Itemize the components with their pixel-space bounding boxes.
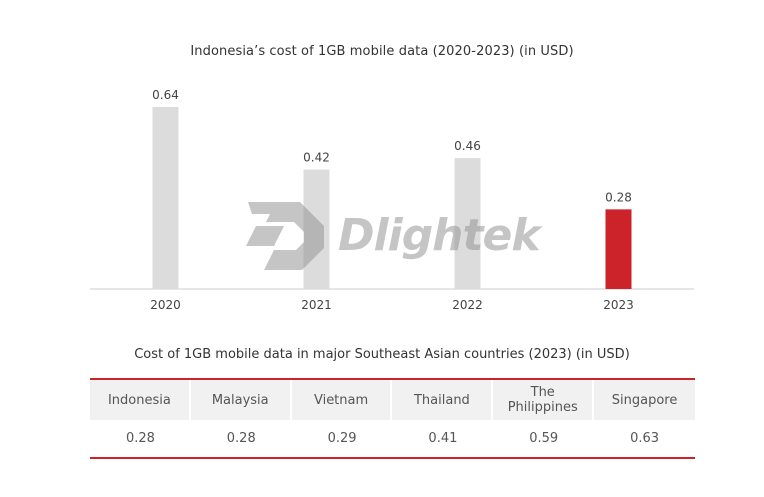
table-row: 0.28 0.28 0.29 0.41 0.59 0.63	[90, 420, 695, 457]
x-tick-label-2022: 2022	[452, 298, 483, 312]
x-tick-label-2021: 2021	[301, 298, 332, 312]
bar-2023	[605, 209, 632, 289]
table-title: Cost of 1GB mobile data in major Southea…	[134, 347, 630, 362]
column-header: Vietnam	[291, 380, 393, 420]
data-label-2021: 0.42	[303, 151, 330, 165]
table-cell: 0.59	[529, 431, 559, 446]
bar-2020	[152, 107, 179, 289]
chart-title: Indonesia’s cost of 1GB mobile data (202…	[190, 44, 574, 59]
table-header-row: Indonesia Malaysia Vietnam Thailand The P…	[90, 380, 695, 420]
x-tick-label-2023: 2023	[603, 298, 634, 312]
table-cell: 0.41	[428, 431, 458, 446]
data-label-2023: 0.28	[605, 190, 632, 204]
column-header: Singapore	[594, 380, 695, 420]
country-cost-table: Indonesia Malaysia Vietnam Thailand The P…	[90, 378, 695, 459]
bar-chart: 0.64 2020 0.42 2021 0.46 2022 0.28 2023	[90, 88, 694, 312]
data-label-2020: 0.64	[152, 88, 179, 102]
bar-2021	[303, 169, 330, 289]
table-cell: 0.28	[125, 431, 155, 446]
table-cell: 0.63	[630, 431, 660, 446]
column-header: Indonesia	[90, 380, 191, 420]
data-label-2022: 0.46	[454, 139, 481, 153]
table-cell: 0.28	[226, 431, 256, 446]
x-tick-label-2020: 2020	[150, 298, 181, 312]
bar-2022	[454, 158, 481, 289]
column-header: The Philippines	[493, 380, 595, 420]
column-header: Thailand	[392, 380, 494, 420]
column-header: Malaysia	[190, 380, 292, 420]
table-cell: 0.29	[327, 431, 357, 446]
